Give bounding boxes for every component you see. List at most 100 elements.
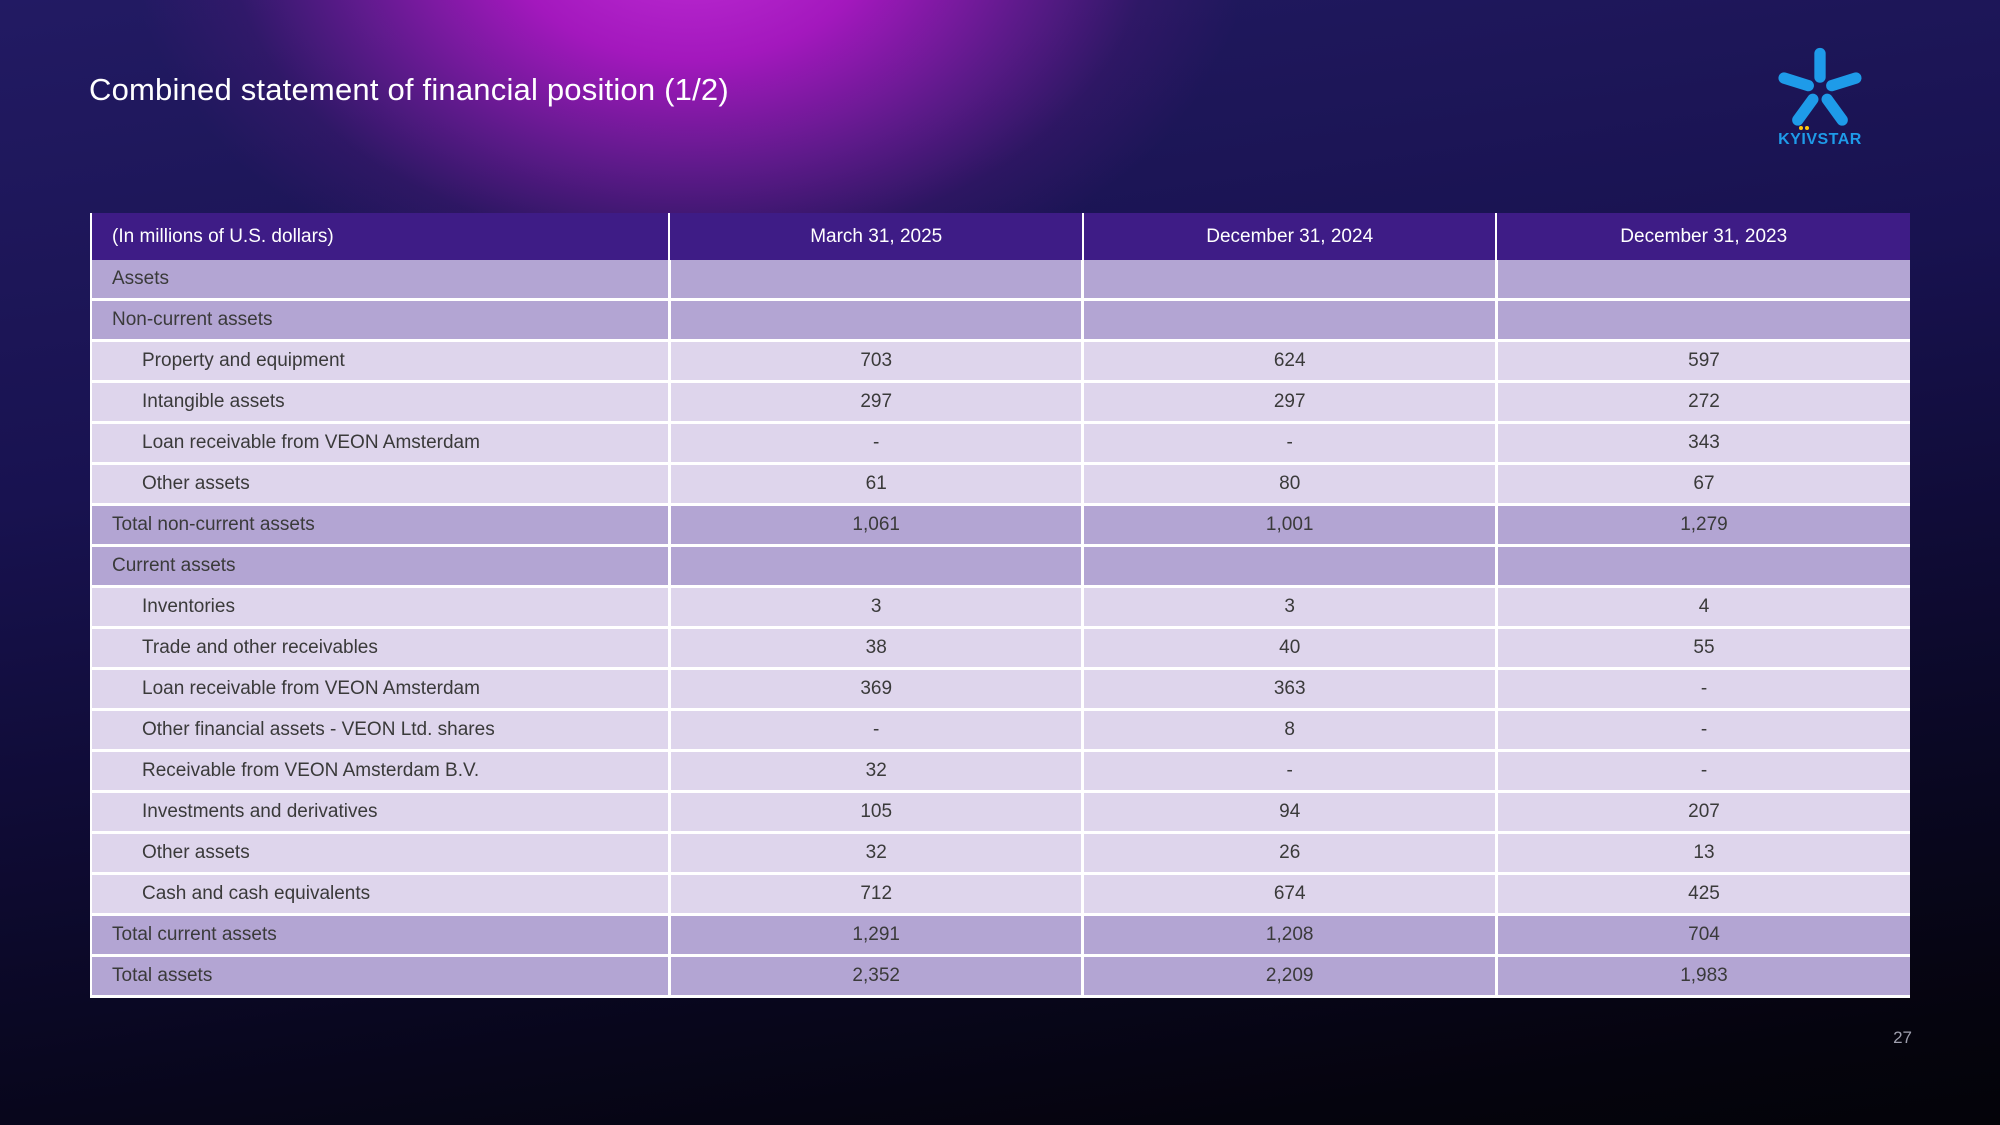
table-row: Cash and cash equivalents 712 674 425	[91, 873, 1910, 916]
page-title: Combined statement of financial position…	[89, 72, 729, 107]
row-value: 297	[1081, 381, 1497, 424]
row-value: 3	[667, 586, 1083, 629]
row-value: 105	[667, 791, 1083, 834]
table-row: Total current assets 1,291 1,208 704	[91, 914, 1910, 957]
row-value: 272	[1494, 381, 1910, 424]
row-value: 61	[667, 463, 1083, 506]
row-value	[1494, 260, 1910, 301]
row-value	[667, 545, 1083, 588]
table-row: Other assets 32 26 13	[91, 832, 1910, 875]
row-label: Other financial assets - VEON Ltd. share…	[91, 709, 670, 752]
row-value: 2,209	[1081, 955, 1497, 998]
table-row: Non-current assets	[91, 299, 1910, 342]
table-row: Total non-current assets 1,061 1,001 1,279	[91, 504, 1910, 547]
row-label: Cash and cash equivalents	[91, 873, 670, 916]
row-value: 1,001	[1081, 504, 1497, 547]
row-value: 712	[667, 873, 1083, 916]
yellow-dots-icon	[1798, 126, 1809, 130]
table-row: Investments and derivatives 105 94 207	[91, 791, 1910, 834]
row-value: -	[1494, 750, 1910, 793]
wordmark-i: I	[1798, 126, 1809, 149]
row-value: 369	[667, 668, 1083, 711]
row-value: 2,352	[667, 955, 1083, 998]
row-value: 1,983	[1494, 955, 1910, 998]
row-label: Other assets	[91, 832, 670, 875]
row-value: 624	[1081, 340, 1497, 383]
row-value: -	[1081, 422, 1497, 465]
wordmark-right: VSTAR	[1806, 131, 1862, 148]
row-label: Investments and derivatives	[91, 791, 670, 834]
row-value	[1081, 299, 1497, 342]
kyivstar-wordmark: KYI VSTAR	[1768, 126, 1872, 149]
table-header-row: (In millions of U.S. dollars) March 31, …	[91, 213, 1910, 260]
row-value: -	[1494, 668, 1910, 711]
row-label: Current assets	[91, 545, 670, 588]
table-row: Other assets 61 80 67	[91, 463, 1910, 506]
wordmark-left: KY	[1778, 131, 1802, 148]
kyivstar-star-icon	[1778, 47, 1862, 126]
row-value: 1,061	[667, 504, 1083, 547]
row-value: 704	[1494, 914, 1910, 957]
row-value: -	[667, 709, 1083, 752]
row-label: Loan receivable from VEON Amsterdam	[91, 668, 670, 711]
row-label: Receivable from VEON Amsterdam B.V.	[91, 750, 670, 793]
row-value	[1494, 299, 1910, 342]
column-header-december-2024: December 31, 2024	[1081, 213, 1497, 260]
row-value: 703	[667, 340, 1083, 383]
column-header-march-2025: March 31, 2025	[668, 213, 1083, 260]
row-value: 343	[1494, 422, 1910, 465]
row-value	[667, 299, 1083, 342]
row-value: 67	[1494, 463, 1910, 506]
row-value	[1081, 545, 1497, 588]
table-row: Total assets 2,352 2,209 1,983	[91, 955, 1910, 998]
row-value: 3	[1081, 586, 1497, 629]
row-value: 38	[667, 627, 1083, 670]
kyivstar-logo: KYI VSTAR	[1768, 45, 1872, 149]
column-header-december-2023: December 31, 2023	[1495, 213, 1910, 260]
row-value: 55	[1494, 627, 1910, 670]
row-value: 207	[1494, 791, 1910, 834]
table-row: Assets	[91, 260, 1910, 301]
row-label: Non-current assets	[91, 299, 670, 342]
row-value: 26	[1081, 832, 1497, 875]
row-value: 13	[1494, 832, 1910, 875]
row-value: -	[1494, 709, 1910, 752]
row-value	[1081, 260, 1497, 301]
row-value: 80	[1081, 463, 1497, 506]
row-label: Loan receivable from VEON Amsterdam	[91, 422, 670, 465]
row-label: Total non-current assets	[91, 504, 670, 547]
table-row: Loan receivable from VEON Amsterdam - -343	[91, 422, 1910, 465]
table-row: Property and equipment 703 624 597	[91, 340, 1910, 383]
row-value: 1,208	[1081, 914, 1497, 957]
table-row: Current assets	[91, 545, 1910, 588]
table-row: Loan receivable from VEON Amsterdam 369 36…	[91, 668, 1910, 711]
row-label: Trade and other receivables	[91, 627, 670, 670]
row-value	[667, 260, 1083, 301]
row-label: Assets	[91, 260, 670, 301]
row-value: 297	[667, 381, 1083, 424]
table-row: Intangible assets 297 297 272	[91, 381, 1910, 424]
row-label: Intangible assets	[91, 381, 670, 424]
row-value: 8	[1081, 709, 1497, 752]
row-value: 40	[1081, 627, 1497, 670]
row-value: 1,291	[667, 914, 1083, 957]
row-value: 597	[1494, 340, 1910, 383]
row-value: 94	[1081, 791, 1497, 834]
table-row: Trade and other receivables 38 40 55	[91, 627, 1910, 670]
page-number: 27	[1893, 1028, 1912, 1047]
table-row: Other financial assets - VEON Ltd. share…	[91, 709, 1910, 752]
row-value: 4	[1494, 586, 1910, 629]
row-value: -	[667, 422, 1083, 465]
row-value: 32	[667, 750, 1083, 793]
row-label: Other assets	[91, 463, 670, 506]
unit-label: (In millions of U.S. dollars)	[91, 213, 670, 260]
row-value: 363	[1081, 668, 1497, 711]
table-row: Receivable from VEON Amsterdam B.V. 32- -	[91, 750, 1910, 793]
table-row: Inventories 3 3 4	[91, 586, 1910, 629]
row-value: -	[1081, 750, 1497, 793]
row-label: Total assets	[91, 955, 670, 998]
row-value: 425	[1494, 873, 1910, 916]
row-label: Inventories	[91, 586, 670, 629]
row-value	[1494, 545, 1910, 588]
row-value: 1,279	[1494, 504, 1910, 547]
